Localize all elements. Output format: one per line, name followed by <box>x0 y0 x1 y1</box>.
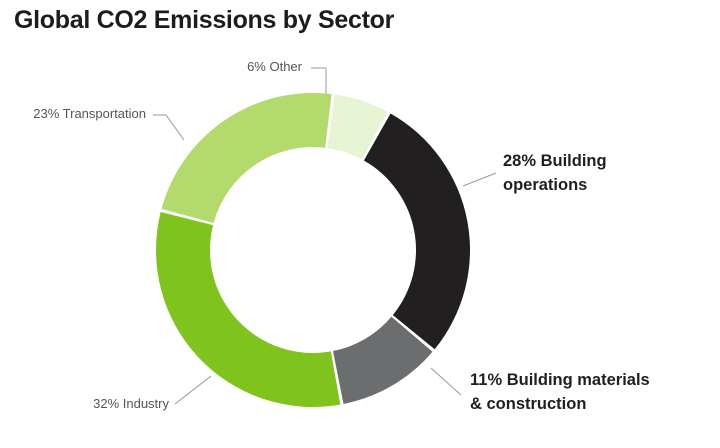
donut-slices <box>156 92 470 407</box>
donut-slice <box>156 212 341 407</box>
chart-title: Global CO2 Emissions by Sector <box>14 6 395 34</box>
slice-label: 23% Transportation <box>33 106 146 121</box>
slice-label: 11% Building materials & construction <box>470 371 650 413</box>
donut-slice <box>327 94 388 160</box>
donut-slice <box>333 316 433 405</box>
slice-label: 32% Industry <box>93 396 169 411</box>
slice-label: 6% Other <box>247 59 303 74</box>
leader-line <box>462 172 497 187</box>
slice-labels: 28% Building operations 11% Building mater… <box>33 59 649 413</box>
leader-line <box>153 114 185 141</box>
slice-label: 28% Building operations <box>503 152 607 194</box>
leader-line <box>174 375 212 405</box>
donut-slice <box>363 113 470 350</box>
leader-lines <box>153 67 497 405</box>
leader-line <box>311 67 327 94</box>
leader-line <box>430 367 462 396</box>
donut-slice <box>161 92 332 223</box>
